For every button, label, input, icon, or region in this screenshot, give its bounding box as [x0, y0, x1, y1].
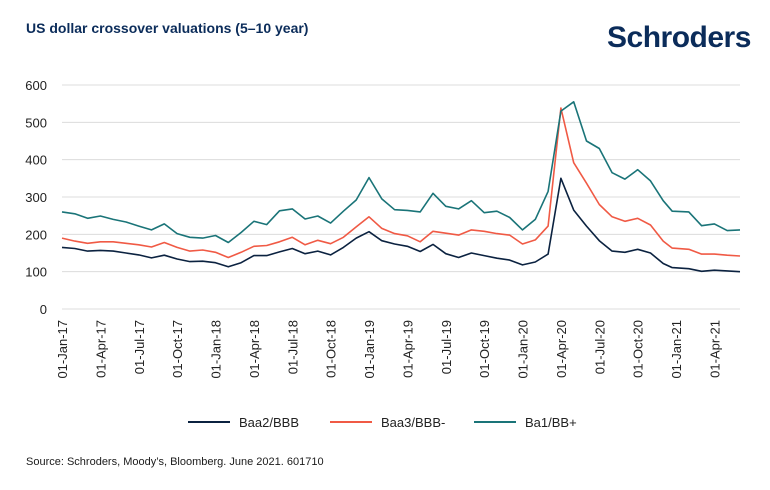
x-tick-label: 01-Jul-19 — [439, 320, 454, 374]
x-axis-ticks: 01-Jan-17 01-Apr-17 01-Jul-17 01-Oct-17 01-J… — [55, 320, 722, 379]
legend-label: Baa2/BBB — [239, 415, 299, 430]
series-line-baa3-bbb- — [61, 107, 741, 259]
x-tick-label: 01-Jan-17 — [55, 320, 70, 379]
y-axis-ticks: 0 100 200 300 400 500 600 — [25, 78, 47, 317]
x-tick-label: 01-Apr-20 — [554, 320, 569, 378]
legend-label: Baa3/BBB- — [381, 415, 445, 430]
x-tick-label: 01-Jan-19 — [362, 320, 377, 379]
source-note: Source: Schroders, Moody’s, Bloomberg. J… — [26, 456, 324, 468]
y-tick-label: 300 — [25, 190, 47, 205]
x-tick-label: 01-Apr-19 — [400, 320, 415, 378]
y-tick-label: 400 — [25, 153, 47, 168]
x-tick-label: 01-Oct-19 — [477, 320, 492, 378]
schroders-logo: Schroders — [607, 21, 751, 54]
x-tick-label: 01-Jul-17 — [132, 320, 147, 374]
series-lines — [61, 101, 741, 273]
series-line-baa2-bbb — [61, 177, 741, 273]
x-tick-label: 01-Jul-18 — [285, 320, 300, 374]
x-tick-label: 01-Jan-18 — [209, 320, 224, 379]
y-tick-label: 100 — [25, 265, 47, 280]
legend-label: Ba1/BB+ — [525, 415, 577, 430]
series-line-ba1-bb- — [61, 101, 741, 244]
chart-title: US dollar crossover valuations (5–10 yea… — [26, 20, 309, 36]
x-tick-label: 01-Jan-21 — [669, 320, 684, 379]
x-tick-label: 01-Oct-18 — [324, 320, 339, 378]
y-tick-label: 600 — [25, 78, 47, 93]
x-tick-label: 01-Apr-21 — [707, 320, 722, 378]
x-tick-label: 01-Apr-17 — [93, 320, 108, 378]
x-tick-label: 01-Oct-17 — [170, 320, 185, 378]
y-tick-label: 0 — [40, 302, 47, 317]
gridlines — [62, 84, 740, 310]
x-tick-label: 01-Jul-20 — [592, 320, 607, 374]
legend: Baa2/BBB Baa3/BBB- Ba1/BB+ — [188, 415, 577, 430]
x-tick-label: 01-Jan-20 — [516, 320, 531, 379]
x-tick-label: 01-Oct-20 — [631, 320, 646, 378]
x-tick-label: 01-Apr-18 — [247, 320, 262, 378]
y-tick-label: 200 — [25, 227, 47, 242]
y-tick-label: 500 — [25, 115, 47, 130]
